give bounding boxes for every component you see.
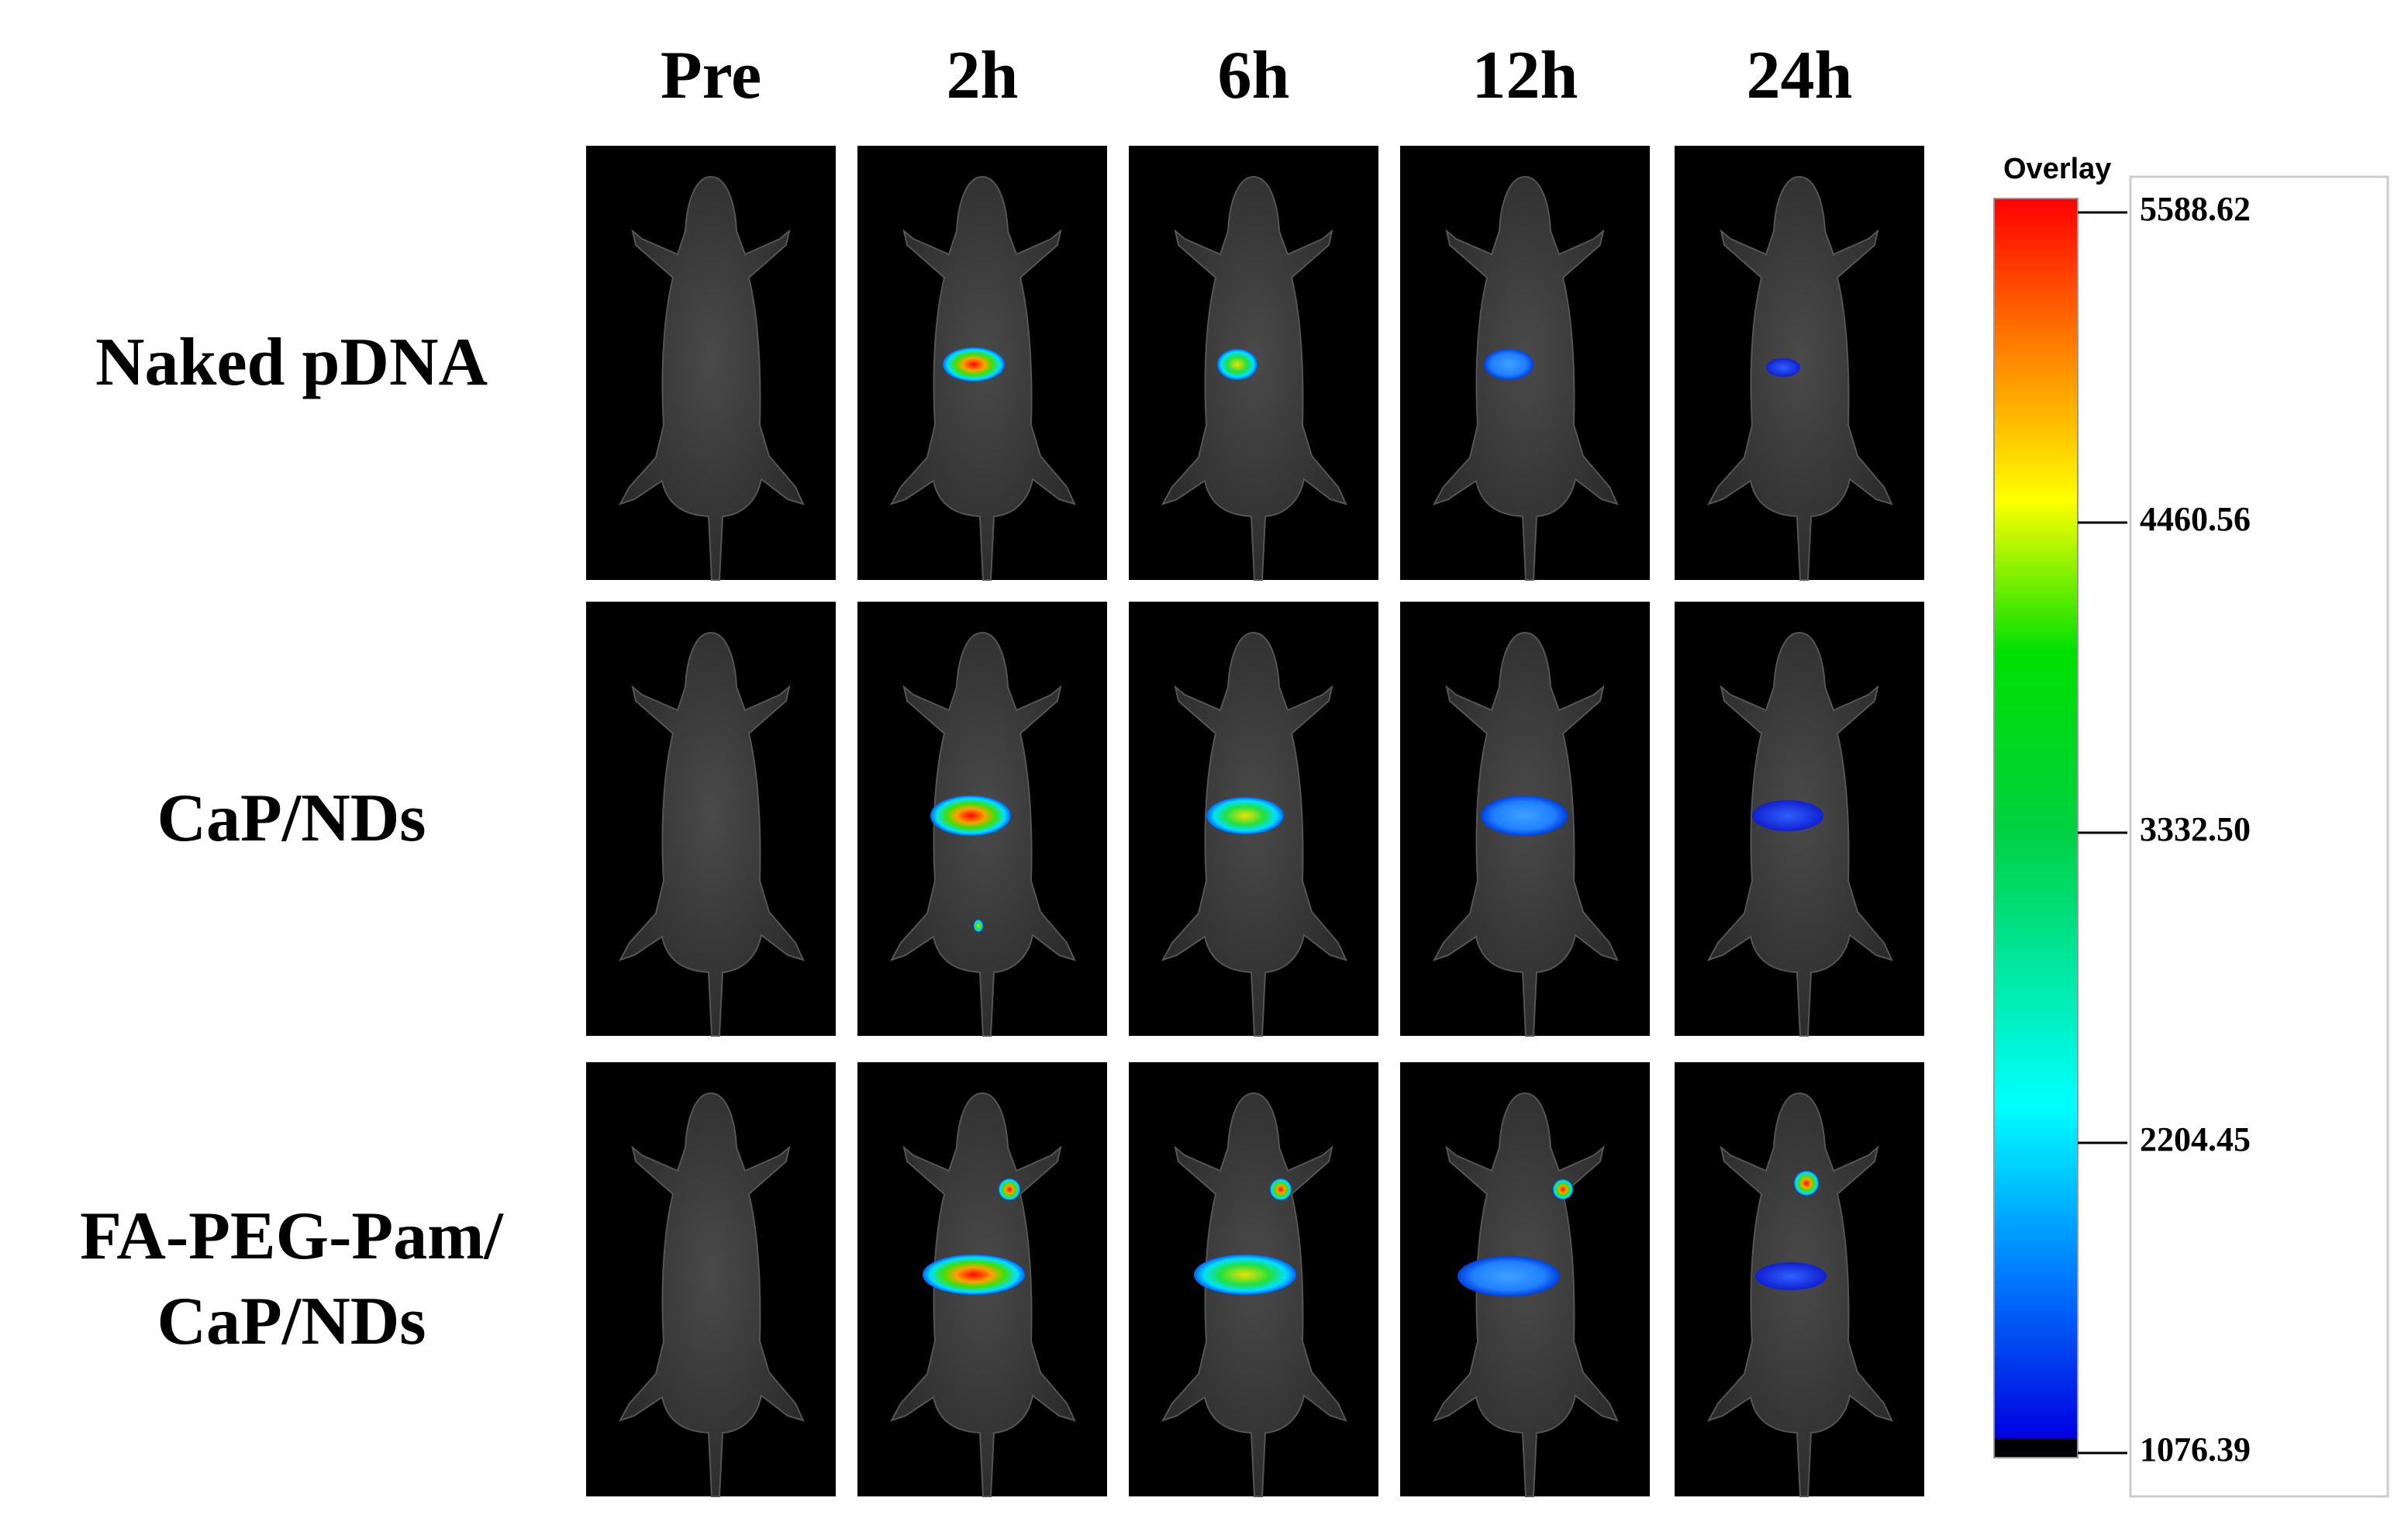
colorbar-tick-label: 1076.39 (2140, 1431, 2251, 1469)
column-header: 6h (1218, 38, 1290, 113)
column-header: 24h (1747, 38, 1853, 113)
mouse-image (1675, 602, 1924, 1037)
signal-spot (1458, 1256, 1560, 1296)
mouse-image (1129, 1062, 1378, 1497)
colorbar-tick-label: 5588.62 (2140, 190, 2251, 228)
mouse-image (586, 146, 836, 581)
row-label: Naked pDNA (95, 325, 488, 400)
signal-spot (1794, 1171, 1819, 1196)
mouse-image (1129, 602, 1378, 1037)
signal-spot (930, 796, 1011, 836)
colorbar-title: Overlay (2003, 153, 2111, 185)
colorbar (1993, 198, 2079, 1458)
signal-spot (1755, 1262, 1827, 1290)
mouse-image (857, 146, 1107, 581)
signal-spot (974, 920, 983, 932)
colorbar-frame (2129, 175, 2389, 1498)
column-header: 2h (947, 38, 1019, 113)
colorbar-tick-label: 4460.56 (2140, 500, 2251, 538)
signal-spot (1484, 349, 1533, 380)
signal-spot (999, 1179, 1020, 1200)
mouse-image (1129, 146, 1378, 581)
column-header: Pre (661, 38, 761, 113)
signal-spot (1553, 1179, 1573, 1199)
mouse-image (1675, 1062, 1924, 1497)
mouse-image (1675, 146, 1924, 581)
mouse-image (1400, 602, 1650, 1037)
mouse-image (1400, 146, 1650, 581)
signal-spot (1481, 796, 1568, 836)
mouse-image (857, 1062, 1107, 1497)
signal-spot (943, 347, 1005, 381)
signal-spot (1752, 800, 1823, 831)
signal-spot (1766, 358, 1800, 377)
signal-spot (1206, 797, 1284, 834)
row-label: FA-PEG-Pam/ (80, 1199, 504, 1274)
signal-spot (923, 1255, 1025, 1295)
row-label: CaP/NDs (157, 781, 426, 856)
row-label: CaP/NDs (157, 1284, 426, 1359)
signal-spot (1270, 1179, 1292, 1200)
column-header: 12h (1472, 38, 1578, 113)
colorbar-tick-label: 3332.50 (2140, 810, 2251, 848)
signal-spot (1194, 1255, 1296, 1295)
mouse-image (857, 602, 1107, 1037)
signal-spot (1217, 349, 1257, 380)
colorbar-tick-label: 2204.45 (2140, 1120, 2251, 1158)
mouse-image (586, 602, 836, 1037)
mouse-image (1400, 1062, 1650, 1497)
image-grid (586, 146, 1924, 1497)
mouse-image (586, 1062, 836, 1497)
